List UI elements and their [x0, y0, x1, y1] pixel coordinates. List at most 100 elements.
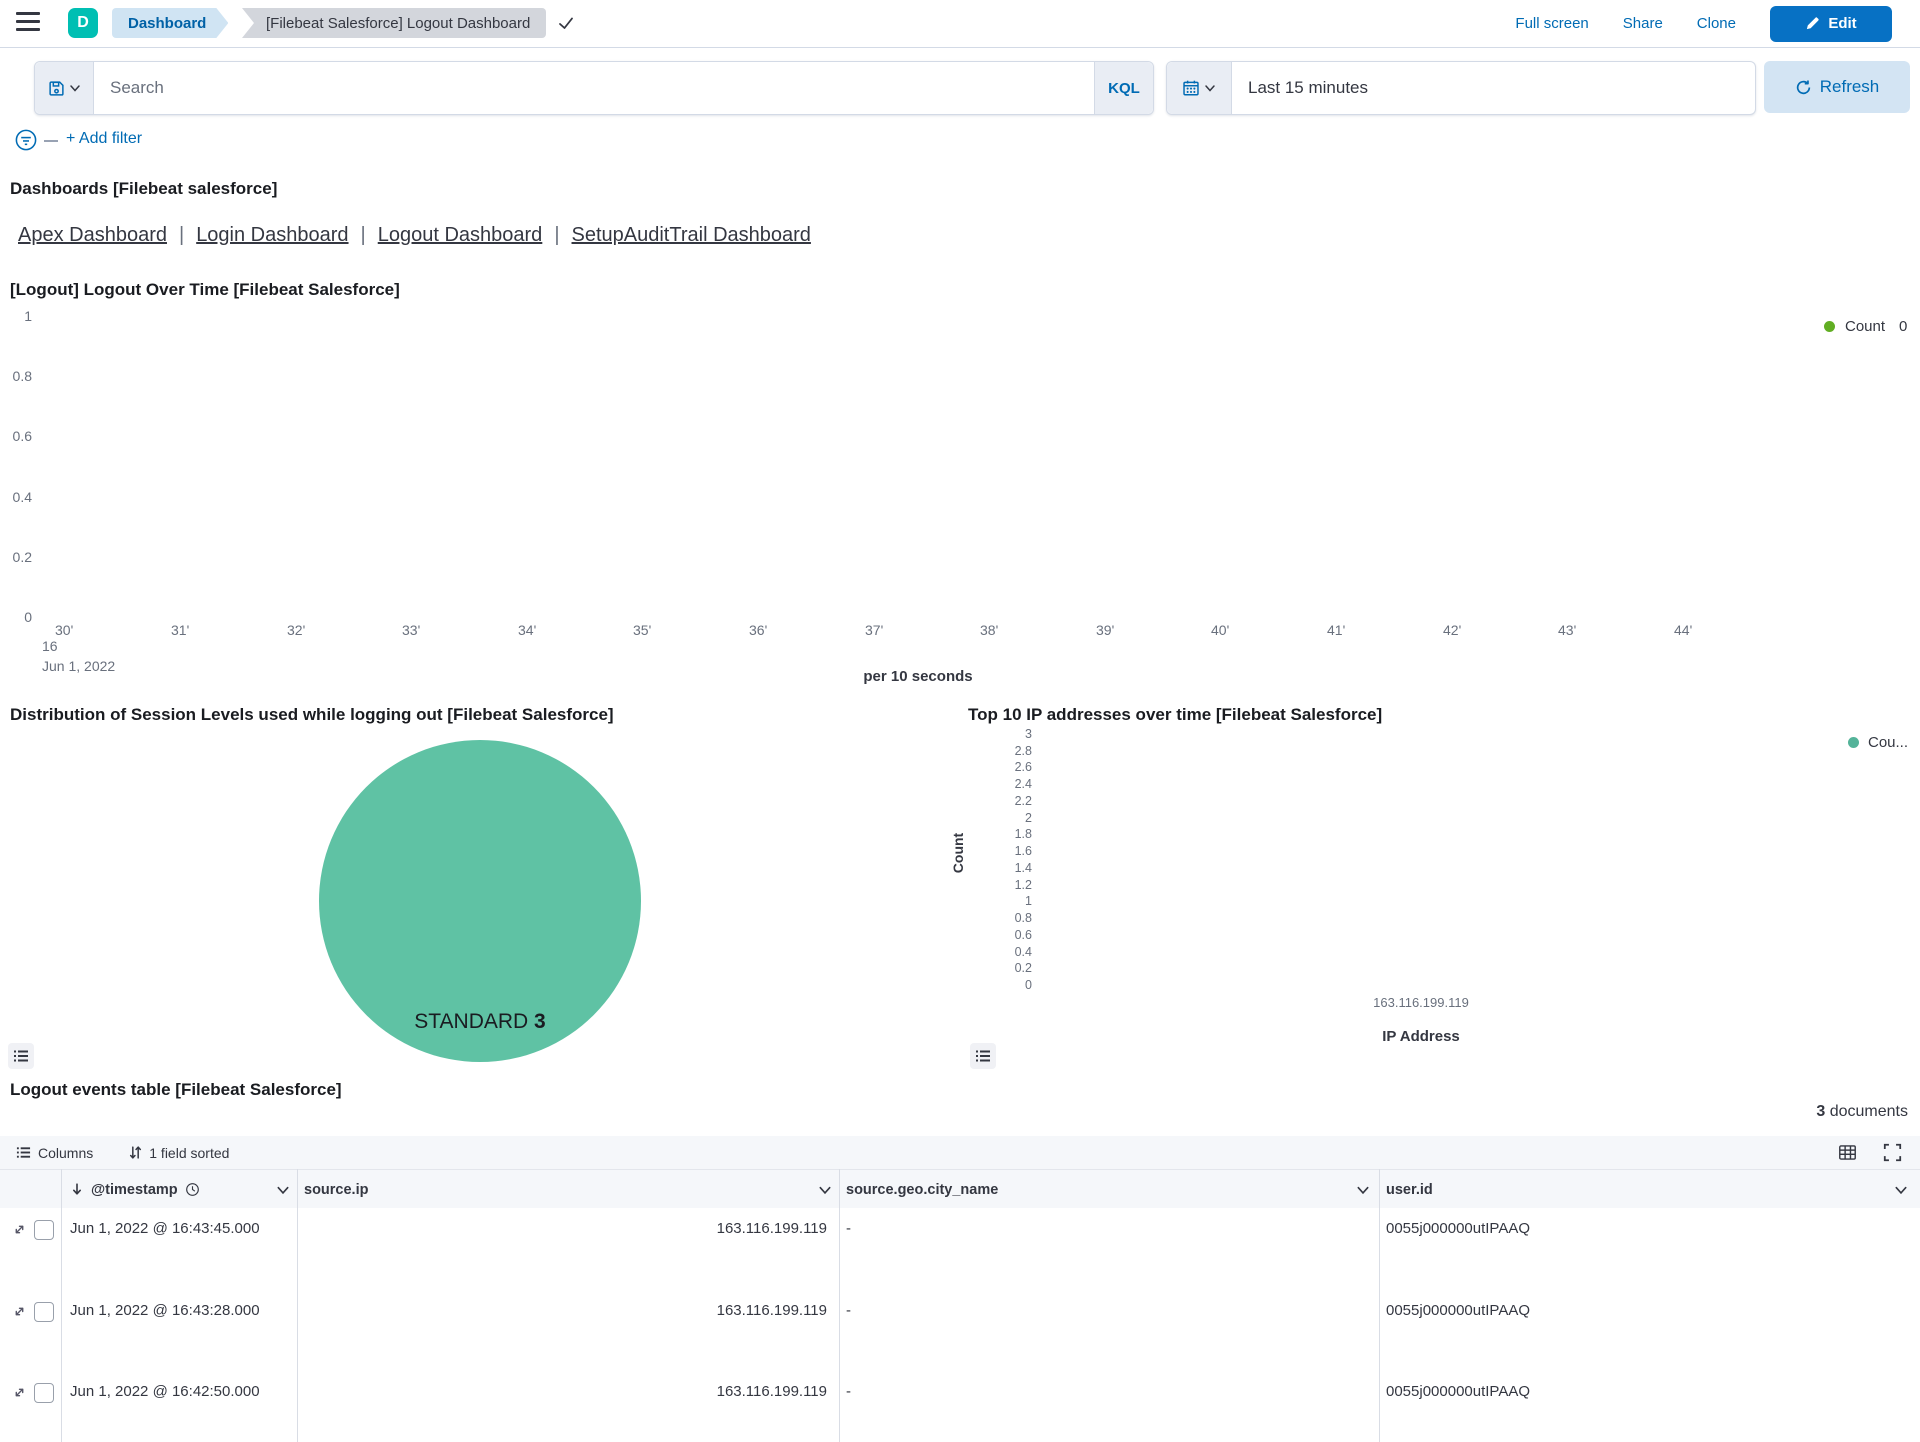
x-tick-label: 41'	[1327, 622, 1346, 638]
bar-y-tick-label: 2.8	[1014, 743, 1032, 758]
x-tick-label: 44'	[1674, 622, 1693, 638]
refresh-button[interactable]: Refresh	[1764, 61, 1910, 113]
x-axis-title: per 10 seconds	[863, 668, 973, 685]
y-tick-label: 1	[24, 308, 32, 324]
bar-x-axis-title: IP Address	[1382, 1028, 1460, 1045]
column-menu-icon[interactable]	[818, 1183, 832, 1197]
logout-chart-legend[interactable]: Count 0	[1824, 318, 1907, 335]
column-menu-icon[interactable]	[276, 1183, 290, 1197]
time-range-value[interactable]: Last 15 minutes	[1248, 78, 1369, 97]
top-bar: D Dashboard [Filebeat Salesforce] Logout…	[0, 0, 1920, 48]
clock-icon	[185, 1182, 200, 1197]
search-bar[interactable]: Search KQL	[34, 61, 1154, 115]
cell-user-id: 0055j000000utIPAAQ	[1386, 1220, 1531, 1237]
row-checkbox[interactable]	[34, 1383, 54, 1403]
bar-y-tick-label: 2.6	[1014, 760, 1032, 775]
filter-options-icon[interactable]	[14, 128, 38, 152]
column-menu-icon[interactable]	[1356, 1183, 1370, 1197]
cell-user-id: 0055j000000utIPAAQ	[1386, 1302, 1531, 1319]
bar-x-tick-label: 163.116.199.119	[1373, 995, 1469, 1010]
menu-icon[interactable]	[16, 12, 40, 34]
saved-query-menu[interactable]	[35, 62, 94, 114]
cell-source-ip: 163.116.199.119	[716, 1220, 827, 1237]
bar-y-tick-label: 0.6	[1014, 927, 1032, 942]
bar-y-tick-label: 1.8	[1014, 827, 1032, 842]
legend-label: Count	[1845, 318, 1886, 335]
y-tick-label: 0.4	[12, 488, 32, 505]
link-separator: |	[178, 224, 185, 246]
link-separator: |	[554, 224, 560, 246]
sort-desc-icon	[70, 1182, 84, 1197]
x-tick-label: 43'	[1558, 622, 1577, 638]
dashboard-links: Apex Dashboard | Login Dashboard | Logout Da…	[18, 224, 811, 247]
y-tick-label: 0.6	[12, 428, 32, 445]
column-menu-icon[interactable]	[1894, 1183, 1908, 1197]
bar-panel-title: Top 10 IP addresses over time [Filebeat …	[968, 705, 1383, 724]
pie-panel-title: Distribution of Session Levels used whil…	[10, 705, 614, 724]
grid-toolbar: Columns 1 field sorted	[0, 1136, 1920, 1169]
cell-source-ip: 163.116.199.119	[716, 1302, 827, 1319]
time-range-picker[interactable]: Last 15 minutes	[1166, 61, 1756, 115]
chevron-down-icon	[1204, 82, 1216, 94]
bar-y-tick-label: 0.2	[1014, 961, 1032, 976]
row-checkbox[interactable]	[34, 1302, 54, 1322]
top-actions: Full screen Share Clone Edit	[1515, 0, 1892, 47]
breadcrumb-current: [Filebeat Salesforce] Logout Dashboard	[242, 8, 547, 38]
column-header-timestamp[interactable]: @timestamp	[70, 1170, 200, 1209]
date-quick-menu[interactable]	[1167, 62, 1232, 114]
bar-y-tick-label: 2.2	[1014, 793, 1032, 808]
bar-y-tick-label: 2	[1025, 810, 1032, 825]
pie-legend-toggle-icon[interactable]	[8, 1043, 34, 1069]
display-options-icon[interactable]	[1838, 1143, 1857, 1162]
legend-value: 0	[1899, 318, 1908, 335]
expand-row-icon[interactable]	[12, 1304, 27, 1319]
bar-chart-legend[interactable]: Cou...	[1848, 734, 1908, 751]
breadcrumb-dashboard[interactable]: Dashboard	[112, 8, 228, 38]
pie-slice-standard[interactable]	[319, 740, 641, 1062]
sort-icon	[129, 1145, 142, 1160]
bar-y-tick-label: 0.8	[1014, 911, 1032, 926]
column-divider	[61, 1169, 62, 1442]
x-tick-label: 40'	[1211, 622, 1230, 638]
sort-fields-button[interactable]: 1 field sorted	[129, 1145, 229, 1161]
full-screen-button[interactable]: Full screen	[1515, 15, 1589, 32]
x-tick-label: 39'	[1096, 622, 1115, 638]
space-avatar[interactable]: D	[68, 8, 98, 38]
table-row: Jun 1, 2022 @ 16:43:45.000 163.116.199.11…	[0, 1208, 1920, 1291]
add-filter-button[interactable]: + Add filter	[66, 130, 143, 147]
kql-toggle[interactable]: KQL	[1094, 62, 1153, 114]
bar-y-tick-label: 1	[1025, 894, 1032, 909]
pencil-icon	[1805, 16, 1820, 31]
cell-timestamp: Jun 1, 2022 @ 16:43:45.000	[70, 1220, 260, 1237]
fullscreen-icon[interactable]	[1883, 1143, 1902, 1162]
share-button[interactable]: Share	[1622, 15, 1663, 32]
column-header-source.ip[interactable]: source.ip	[304, 1181, 369, 1198]
bar-y-tick-label: 1.2	[1014, 877, 1032, 892]
columns-button[interactable]: Columns	[16, 1145, 93, 1161]
column-header-user.id[interactable]: user.id	[1386, 1181, 1433, 1198]
cell-user-id: 0055j000000utIPAAQ	[1386, 1383, 1531, 1400]
column-header-source.geo.city_name[interactable]: source.geo.city_name	[846, 1181, 999, 1198]
expand-row-icon[interactable]	[12, 1222, 27, 1237]
clone-button[interactable]: Clone	[1696, 15, 1736, 32]
x-tick-label: 33'	[402, 622, 421, 638]
table-row: Jun 1, 2022 @ 16:43:28.000 163.116.199.11…	[0, 1290, 1920, 1372]
refresh-icon	[1795, 79, 1812, 96]
cell-city: -	[846, 1302, 851, 1319]
row-checkbox[interactable]	[34, 1220, 54, 1240]
check-icon	[556, 13, 576, 33]
x-tick-label: 31'	[171, 622, 190, 638]
edit-button[interactable]: Edit	[1770, 5, 1892, 42]
bar-y-tick-label: 3	[1025, 727, 1032, 741]
bar-legend-toggle-icon[interactable]	[970, 1043, 996, 1069]
expand-row-icon[interactable]	[12, 1385, 27, 1400]
dashboard-link[interactable]: Apex Dashboard	[18, 224, 167, 246]
dashboard-link[interactable]: Logout Dashboard	[377, 224, 543, 246]
bar-y-tick-label: 1.6	[1014, 844, 1032, 859]
document-count: 3 documents	[1816, 1103, 1908, 1120]
search-input[interactable]: Search	[110, 78, 164, 97]
y-tick-label: 0.2	[12, 548, 32, 565]
dashboard-link[interactable]: Login Dashboard	[196, 224, 349, 246]
dashboard-link[interactable]: SetupAuditTrail Dashboard	[571, 224, 811, 246]
logout-chart-title: [Logout] Logout Over Time [Filebeat Sale…	[10, 280, 400, 299]
